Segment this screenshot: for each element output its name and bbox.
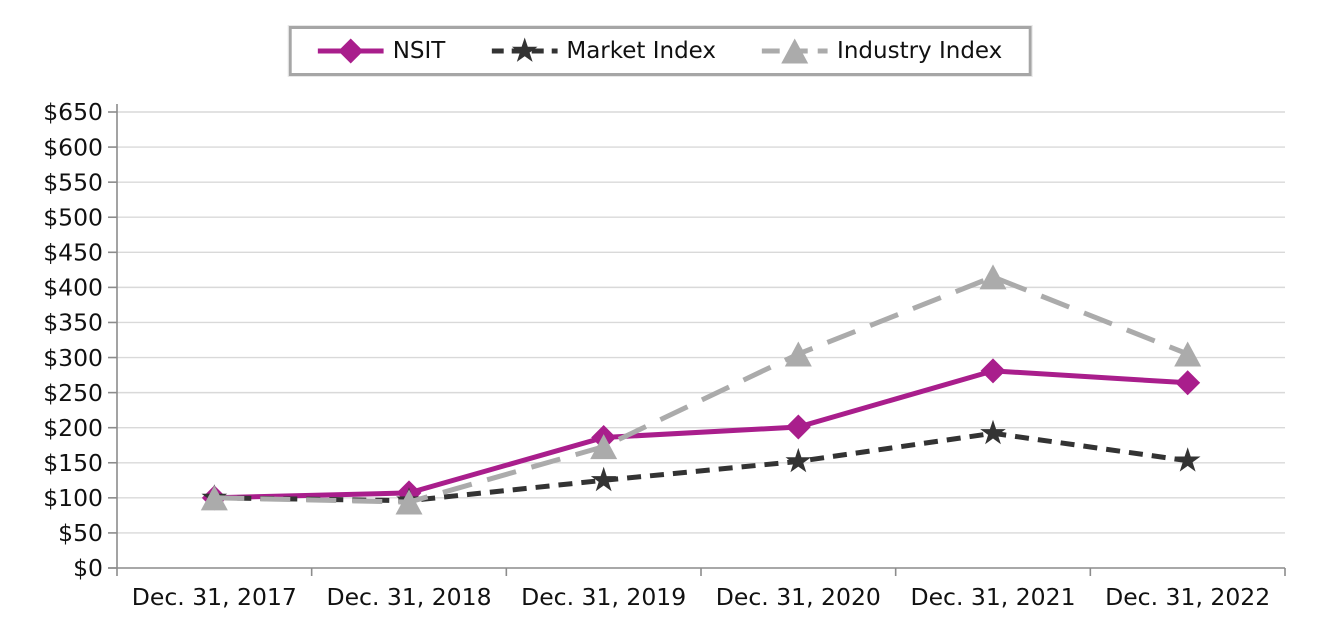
nsit-data-point-marker (980, 358, 1006, 384)
y-axis-tick-label: $450 (43, 239, 103, 267)
x-axis-tick-label: Dec. 31, 2018 (326, 583, 491, 611)
nsit-series-line (214, 368, 1188, 501)
legend-label-nsit: NSIT (392, 37, 446, 64)
legend-item-nsit: NSIT (317, 36, 446, 66)
industry-index-data-point-marker (200, 485, 228, 511)
y-axis-tick-label: $400 (43, 274, 103, 302)
market-index-series-line (214, 430, 1189, 504)
y-axis-tick-label: $250 (43, 379, 103, 407)
nsit-data-point-marker (1175, 370, 1201, 396)
market-index-data-point-marker (1174, 447, 1201, 472)
x-axis-tick-label: Dec. 31, 2022 (1105, 583, 1270, 611)
y-axis-tick-label: $100 (43, 484, 103, 512)
y-axis-tick-label: $200 (43, 414, 103, 442)
y-axis-tick-label: $350 (43, 309, 103, 337)
x-axis-tick-label: Dec. 31, 2020 (716, 583, 881, 611)
market-index-data-point-marker (590, 466, 617, 492)
chart-legend: NSIT Market Index Industry Index (287, 25, 1033, 77)
legend-label-industry-index: Industry Index (837, 37, 1003, 64)
y-axis-tick-label: $500 (43, 203, 103, 231)
industry-index-data-point-marker (395, 489, 423, 515)
y-axis-tick-label: $650 (43, 98, 103, 126)
legend-item-industry-index: Industry Index (762, 36, 1002, 66)
legend-item-market-index: Market Index (491, 36, 716, 66)
market-index-data-point-marker (785, 447, 812, 473)
industry-index-series-line (214, 274, 1189, 505)
market-index-data-point-marker (980, 419, 1006, 445)
y-axis-tick-label: $550 (43, 168, 103, 196)
nsit-data-point-marker (785, 414, 811, 440)
industry-index-data-point-marker (784, 341, 812, 367)
y-axis-tick-label: $50 (58, 519, 103, 547)
legend-label-market-index: Market Index (566, 37, 717, 64)
nsit-diamond-marker-icon (317, 38, 384, 64)
industry-index-data-point-marker (590, 434, 618, 460)
x-axis-tick-label: Dec. 31, 2019 (521, 583, 686, 611)
x-axis-tick-label: Dec. 31, 2017 (132, 583, 297, 611)
y-axis-tick-label: $300 (43, 344, 103, 372)
industry-index-data-point-marker (1174, 341, 1202, 367)
y-axis-tick-label: $150 (43, 449, 103, 477)
industry-index-triangle-marker-icon (762, 38, 829, 64)
y-axis-tick-label: $0 (73, 554, 103, 582)
industry-index-data-point-marker (979, 264, 1007, 290)
market-index-star-marker-icon (491, 37, 558, 62)
x-axis-tick-label: Dec. 31, 2021 (910, 583, 1075, 611)
y-axis-tick-label: $600 (43, 133, 103, 161)
